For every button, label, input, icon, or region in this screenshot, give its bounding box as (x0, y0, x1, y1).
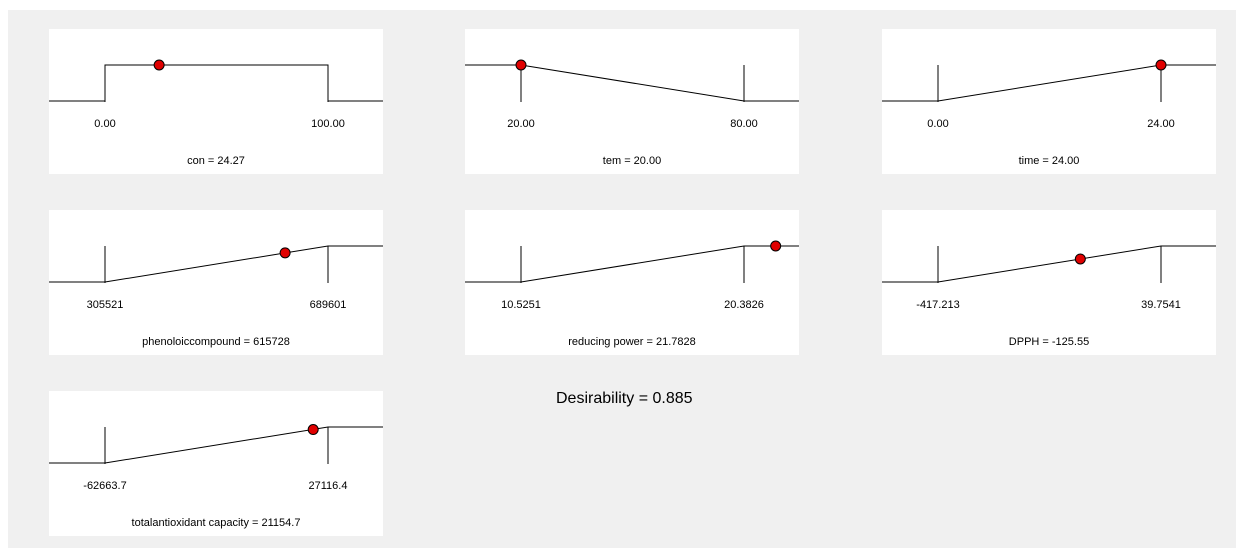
desirability-curve (465, 64, 799, 102)
response-caption: DPPH = -125.55 (1008, 336, 1090, 348)
response-caption: totalantioxidant capacity = 21154.7 (131, 517, 301, 529)
high-limit-label: 39.7541 (1141, 299, 1181, 311)
factor-caption: time = 24.00 (1018, 155, 1080, 167)
low-limit-label: -417.213 (916, 299, 959, 311)
current-setting-marker (153, 59, 165, 71)
ramp-svg-con: 0.00 100.00 (49, 59, 383, 130)
response-caption: phenoloiccompound = 615728 (142, 336, 290, 348)
high-limit-label: 20.3826 (724, 299, 764, 311)
ramp-panel-con: 0.00 100.00 con = 24.27 (49, 29, 383, 174)
high-limit-label: 100.00 (311, 118, 345, 130)
response-caption: reducing power = 21.7828 (568, 336, 696, 348)
low-limit-label: 305521 (87, 299, 124, 311)
desirability-curve (882, 64, 1216, 102)
low-limit-label: 0.00 (94, 118, 115, 130)
desirability-curve (49, 426, 383, 464)
ramp-svg-reducing-power: 10.5251 20.3826 (465, 240, 799, 311)
low-limit-label: 0.00 (927, 118, 948, 130)
ramp-svg-dpph: -417.213 39.7541 (882, 245, 1216, 311)
ramp-svg-totalantioxidant: -62663.7 27116.4 (49, 424, 383, 492)
ramp-panel-tem: 20.00 80.00 tem = 20.00 (465, 29, 799, 174)
high-limit-label: 689601 (310, 299, 347, 311)
ramp-svg-tem: 20.00 80.00 (465, 59, 799, 130)
current-setting-marker (1155, 59, 1167, 71)
desirability-curve (49, 245, 383, 283)
current-setting-marker (770, 240, 782, 252)
ramp-panel-reducing-power: 10.5251 20.3826 reducing power = 21.7828 (465, 210, 799, 355)
high-limit-label: 27116.4 (309, 480, 348, 492)
desirability-value: Desirability = 0.885 (556, 390, 693, 407)
ramp-svg-phenoloiccompound: 305521 689601 (49, 245, 383, 311)
ramp-panel-totalantioxidant: -62663.7 27116.4 totalantioxidant capacit… (49, 391, 383, 536)
low-limit-label: 20.00 (507, 118, 535, 130)
desirability-curve (882, 245, 1216, 283)
ramp-panel-time: 0.00 24.00 time = 24.00 (882, 29, 1216, 174)
factor-caption: con = 24.27 (187, 155, 245, 167)
ramp-panel-dpph: -417.213 39.7541 DPPH = -125.55 (882, 210, 1216, 355)
desirability-plot-canvas: 0.00 100.00 con = 24.27 20.00 80.00 tem = … (8, 10, 1236, 548)
current-setting-marker (1074, 253, 1086, 265)
ramp-panel-phenoloiccompound: 305521 689601 phenoloiccompound = 615728 (49, 210, 383, 355)
desirability-curve (49, 64, 383, 102)
high-limit-label: 80.00 (730, 118, 758, 130)
current-setting-marker (307, 424, 319, 436)
low-limit-label: -62663.7 (83, 480, 126, 492)
factor-caption: tem = 20.00 (602, 155, 662, 167)
current-setting-marker (515, 59, 527, 71)
high-limit-label: 24.00 (1147, 118, 1175, 130)
current-setting-marker (279, 247, 291, 259)
ramp-svg-time: 0.00 24.00 (882, 59, 1216, 130)
low-limit-label: 10.5251 (501, 299, 541, 311)
desirability-curve (465, 245, 799, 283)
